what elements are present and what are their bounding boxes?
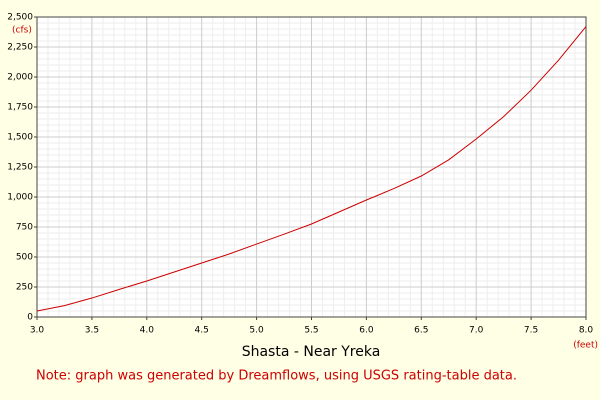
- x-tick-label: 3.0: [30, 326, 45, 336]
- x-tick-label: 3.5: [85, 326, 99, 336]
- x-tick-label: 7.0: [469, 326, 484, 336]
- y-tick-label: 250: [16, 283, 33, 293]
- chart-title: Shasta - Near Yreka: [242, 344, 381, 360]
- y-tick-label: 750: [16, 223, 33, 233]
- y-tick-label: 2,500: [7, 13, 33, 23]
- x-tick-label: 5.5: [304, 326, 318, 336]
- y-unit: (cfs): [12, 26, 32, 36]
- x-tick-label: 8.0: [579, 326, 594, 336]
- x-tick-label: 4.5: [195, 326, 209, 336]
- y-tick-label: 1,500: [7, 133, 33, 143]
- x-tick-label: 4.0: [140, 326, 155, 336]
- x-tick-label: 7.5: [524, 326, 538, 336]
- x-tick-label: 6.5: [414, 326, 428, 336]
- y-tick-label: 2,000: [7, 73, 33, 83]
- y-tick-label: 500: [16, 253, 33, 263]
- x-tick-label: 6.0: [359, 326, 374, 336]
- x-unit: (feet): [573, 341, 598, 351]
- y-tick-label: 1,750: [7, 103, 33, 113]
- y-tick-label: 2,250: [7, 43, 33, 53]
- y-tick-label: 1,250: [7, 163, 33, 173]
- x-tick-label: 5.0: [249, 326, 264, 336]
- y-tick-label: 1,000: [7, 193, 33, 203]
- y-tick-label: 0: [27, 313, 33, 323]
- note: Note: graph was generated by Dreamflows,…: [36, 369, 517, 384]
- data-line: [36, 26, 587, 312]
